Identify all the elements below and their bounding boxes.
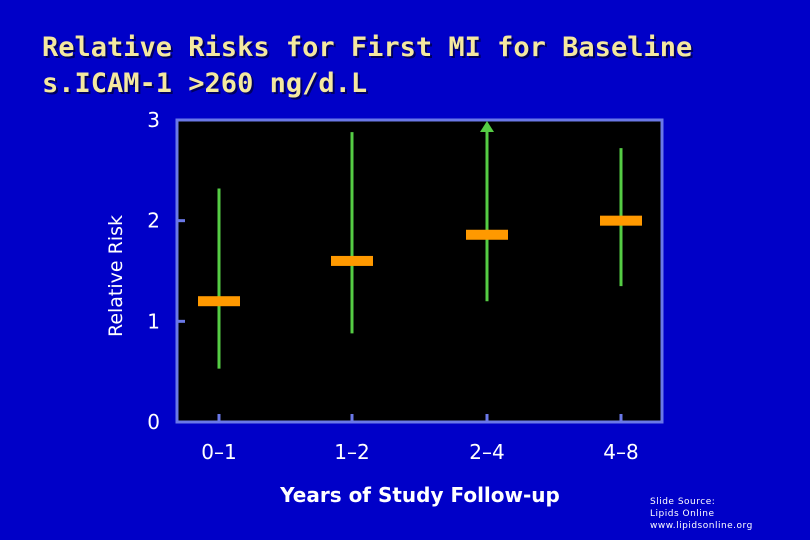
chart-title: Relative Risks for First MI for Baseline… [42, 30, 692, 102]
x-tick-label: 4–8 [603, 440, 638, 464]
x-axis-label: Years of Study Follow-up [280, 483, 560, 507]
x-axis-ticks: 0–1 1–2 2–4 4–8 [201, 414, 639, 464]
arrow-up-icon [480, 121, 494, 133]
x-tick-label: 1–2 [334, 440, 369, 464]
relative-risk-marker [600, 215, 642, 226]
y-tick-label: 1 [147, 309, 160, 333]
relative-risk-marker [331, 255, 373, 266]
chart-title-line-2: s.ICAM-1 >260 ng/d.L [42, 68, 368, 99]
chart-title-line-1: Relative Risks for First MI for Baseline [42, 32, 693, 63]
relative-risk-marker [198, 296, 240, 307]
y-tick-label: 0 [147, 410, 160, 434]
plot-area [175, 118, 664, 424]
x-tick-label: 0–1 [201, 440, 236, 464]
y-tick-label: 2 [147, 209, 160, 233]
y-axis-ticks: 0 1 2 3 [147, 108, 185, 434]
slide-source: Slide Source: Lipids Online www.lipidson… [650, 496, 753, 532]
source-line-3: www.lipidsonline.org [650, 521, 753, 531]
relative-risk-marker [466, 229, 508, 240]
data-marks [198, 121, 642, 369]
y-tick-label: 3 [147, 108, 160, 132]
source-line-1: Slide Source: [650, 497, 716, 507]
source-line-2: Lipids Online [650, 509, 715, 519]
x-tick-label: 2–4 [469, 440, 504, 464]
